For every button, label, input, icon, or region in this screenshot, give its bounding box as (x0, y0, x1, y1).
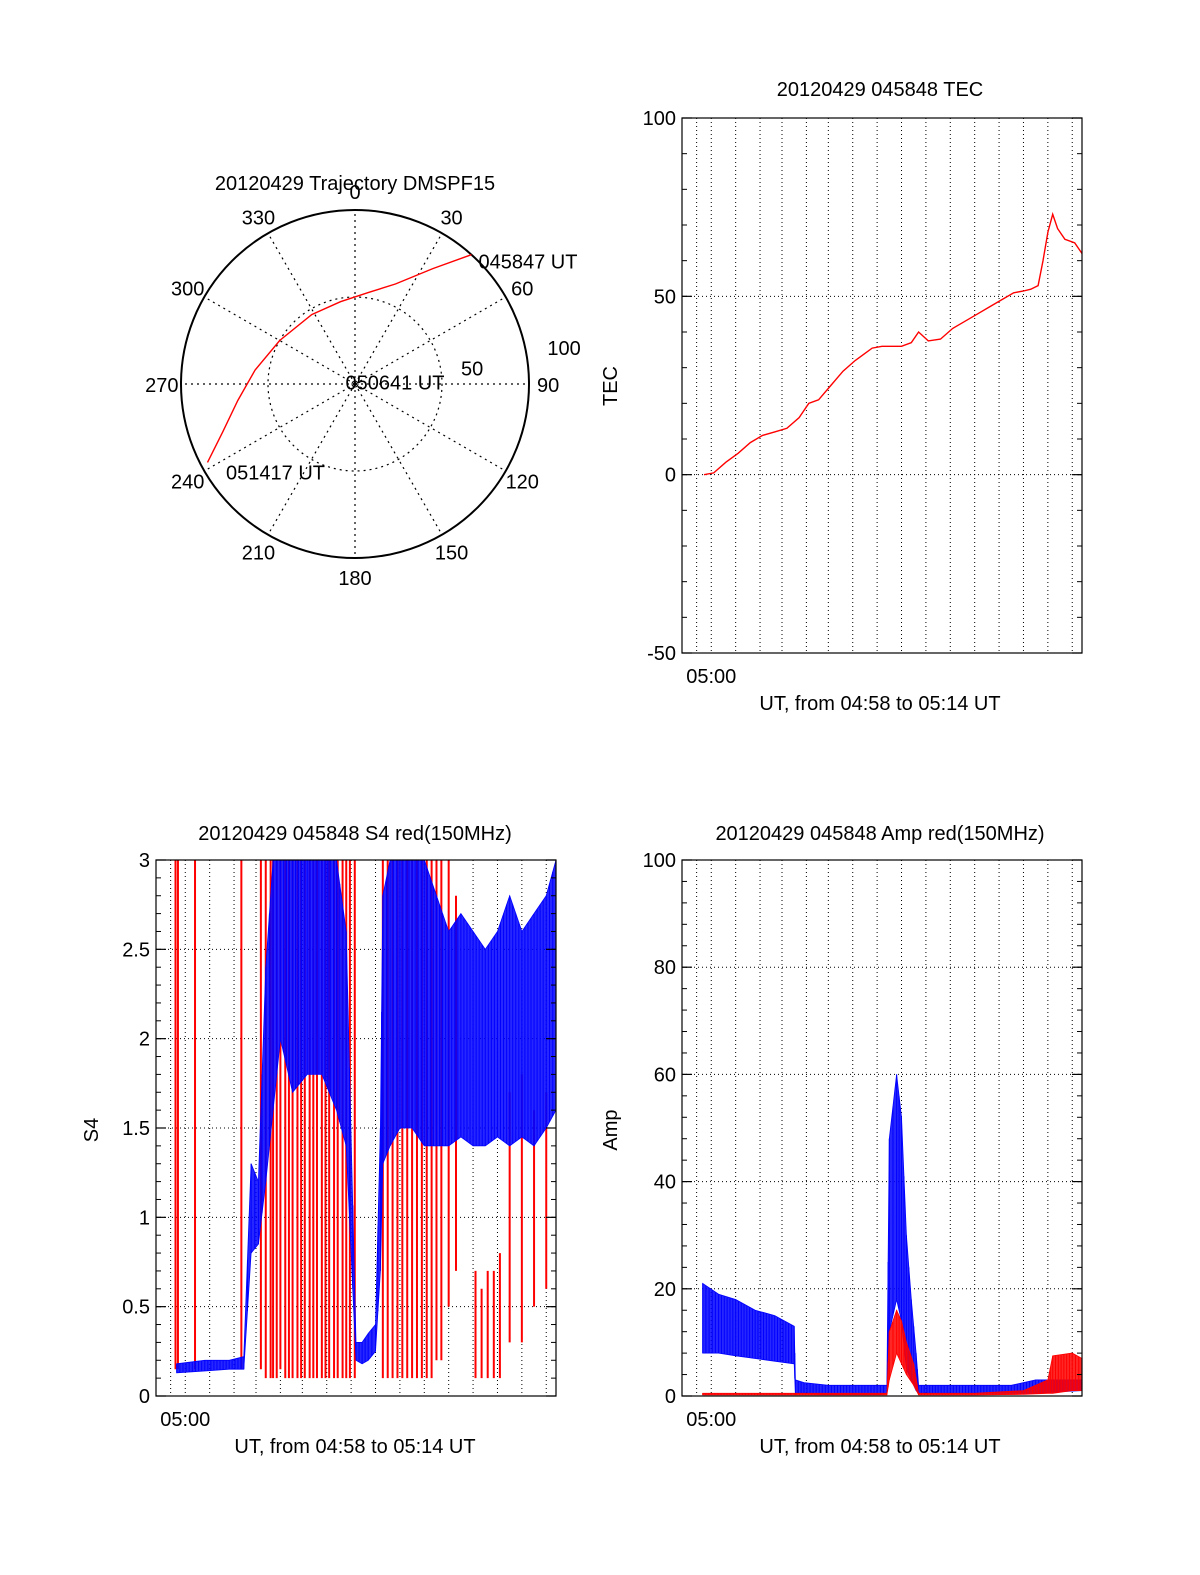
x-tick-label: 05:00 (686, 1409, 736, 1431)
y-tick-label: -50 (647, 643, 676, 665)
amp-x-axis-label: UT, from 04:58 to 05:14 UT (759, 1436, 1000, 1458)
y-tick-label: 50 (654, 286, 676, 308)
s4-chart: 20120429 045848 S4 red(150MHz) UT, from … (81, 823, 557, 1458)
trajectory-time-label: 050641 UT (345, 373, 444, 395)
s4-title: 20120429 045848 S4 red(150MHz) (198, 823, 512, 845)
series-line (703, 211, 1083, 476)
polar-spoke (204, 296, 356, 385)
polar-angle-label: 240 (171, 472, 204, 494)
polar-angle-labels: 0 30 60 90 120 150 180 210 240 270 300 330 (145, 182, 559, 590)
y-tick-label: 0 (665, 1386, 676, 1408)
polar-radius-label: 100 (547, 338, 580, 360)
y-tick-label: 100 (643, 108, 676, 130)
plot-frame (681, 117, 1083, 654)
y-tick-label: 1.5 (122, 1118, 150, 1140)
tec-series (703, 211, 1083, 476)
polar-angle-label: 120 (506, 472, 539, 494)
trajectory-title: 20120429 Trajectory DMSPF15 (215, 173, 495, 195)
polar-spoke (354, 296, 506, 385)
s4-axes: 0 0.5 1 1.5 2 2.5 3 05:00 (122, 850, 557, 1431)
y-tick-label: 80 (654, 957, 676, 979)
polar-spoke (354, 383, 443, 535)
y-tick-label: 40 (654, 1172, 676, 1194)
y-tick-label: 20 (654, 1279, 676, 1301)
polar-spoke (204, 383, 356, 472)
y-tick-label: 0 (139, 1386, 150, 1408)
trajectory-time-label: 051417 UT (226, 463, 325, 485)
trajectory-polar-plot: 20120429 Trajectory DMSPF15 0 30 60 90 120 15… (145, 173, 581, 590)
polar-radius-label: 50 (461, 359, 483, 381)
s4-y-axis-label: S4 (81, 1118, 103, 1142)
trajectory-path (206, 254, 472, 463)
tec-y-axis-label: TEC (600, 366, 622, 406)
polar-angle-label: 30 (440, 208, 462, 230)
y-tick-label: 0.5 (122, 1297, 150, 1319)
polar-angle-label: 60 (511, 278, 533, 300)
polar-outer-ring (180, 209, 530, 559)
amp-series (702, 1074, 1083, 1396)
amp-chart: 20120429 045848 Amp red(150MHz) UT, from… (600, 823, 1083, 1458)
polar-angle-label: 0 (349, 182, 360, 204)
polar-radius-labels: 50 100 (461, 338, 581, 380)
trajectory-annotations: 045847 UT 050641 UT 051417 UT (226, 252, 577, 485)
amp-axes: 0 20 40 60 80 100 05:00 (643, 850, 1083, 1431)
tec-axes: -50 0 50 100 05:00 (643, 108, 1083, 688)
y-tick-label: 3 (139, 850, 150, 872)
x-tick-label: 05:00 (160, 1409, 210, 1431)
trajectory-series (206, 254, 472, 463)
polar-angle-label: 180 (338, 568, 371, 590)
polar-grid (180, 209, 530, 559)
x-tick-label: 05:00 (686, 666, 736, 688)
tec-chart: 20120429 045848 TEC UT, from 04:58 to 05… (600, 79, 1083, 715)
polar-angle-label: 210 (242, 542, 275, 564)
polar-angle-label: 300 (171, 278, 204, 300)
tec-x-axis-label: UT, from 04:58 to 05:14 UT (759, 693, 1000, 715)
y-tick-label: 60 (654, 1064, 676, 1086)
y-tick-label: 1 (139, 1207, 150, 1229)
amp-y-axis-label: Amp (600, 1109, 622, 1150)
polar-center (351, 380, 359, 388)
plot-frame (681, 859, 1083, 1397)
tec-grid (682, 118, 1082, 653)
y-tick-label: 100 (643, 850, 676, 872)
polar-spoke (354, 383, 506, 472)
s4-series (174, 859, 557, 1379)
y-tick-label: 2.5 (122, 939, 150, 961)
y-tick-label: 0 (665, 465, 676, 487)
y-tick-label: 2 (139, 1029, 150, 1051)
amp-title: 20120429 045848 Amp red(150MHz) (715, 823, 1044, 845)
s4-x-axis-label: UT, from 04:58 to 05:14 UT (234, 1436, 475, 1458)
polar-spoke (267, 383, 356, 535)
polar-spoke (354, 233, 443, 385)
polar-angle-label: 90 (537, 375, 559, 397)
trajectory-time-label: 045847 UT (478, 252, 577, 274)
tec-title: 20120429 045848 TEC (777, 79, 983, 101)
polar-angle-label: 270 (145, 375, 178, 397)
polar-angle-label: 330 (242, 208, 275, 230)
polar-angle-label: 150 (435, 542, 468, 564)
polar-spoke (267, 233, 356, 385)
